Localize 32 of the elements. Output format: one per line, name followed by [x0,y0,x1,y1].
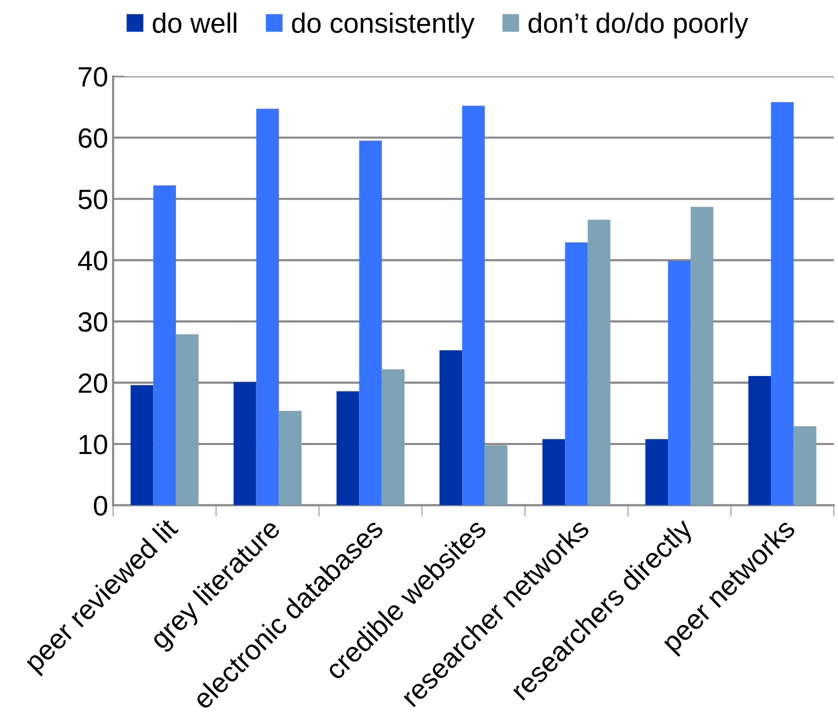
bar [645,439,668,506]
legend-label: do consistently [292,12,475,38]
bar [690,206,714,506]
bar [278,410,302,506]
bar [256,108,279,506]
bar [234,382,256,506]
bar [153,185,176,506]
bar [588,220,610,506]
y-tick-label: 70 [78,67,108,87]
y-tick-label: 50 [78,190,108,210]
bar [462,106,485,506]
bar [565,242,588,506]
bar [439,350,462,506]
y-tick-label: 30 [78,312,108,332]
y-tick-label: 40 [78,250,108,270]
bar [794,426,816,506]
bar [771,102,794,506]
bar [336,391,360,506]
bar [542,439,566,506]
bar [130,385,154,506]
legend-label: don’t do/do poorly [528,12,748,38]
y-tick-label: 20 [78,373,108,394]
legend-label: do well [152,12,236,33]
bar [668,260,691,506]
y-tick-label: 60 [78,128,108,148]
bar [359,140,382,506]
bar [382,369,404,506]
bar [176,334,199,506]
y-tick-label: 0 [94,496,108,516]
y-tick-label: 10 [79,434,108,454]
bar [748,376,772,506]
bar [484,445,508,506]
